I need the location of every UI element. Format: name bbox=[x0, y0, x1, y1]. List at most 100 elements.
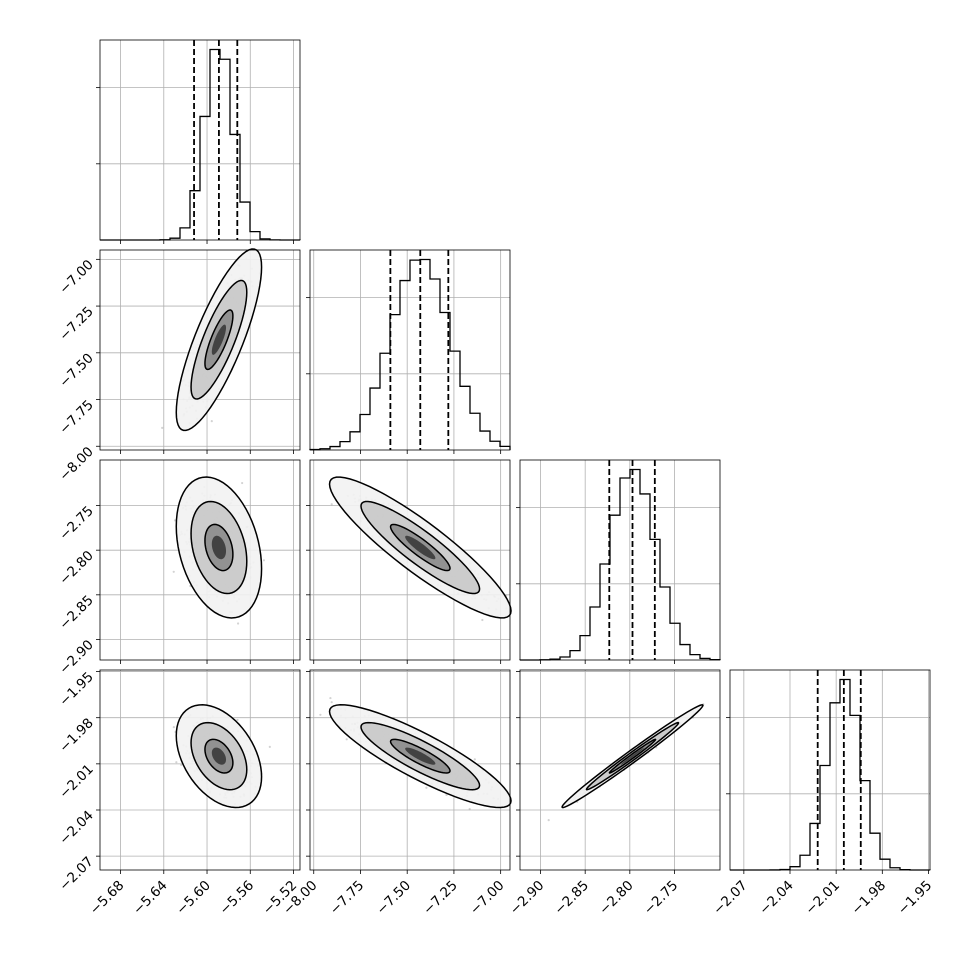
y-tick-label: −7.50 bbox=[56, 350, 97, 391]
panel-frame bbox=[99, 39, 301, 241]
scatter-point bbox=[473, 758, 476, 761]
panel-3-0 bbox=[96, 669, 301, 874]
y-tick-label: −2.90 bbox=[56, 637, 97, 678]
scatter-point bbox=[175, 761, 178, 764]
x-tick-label: −5.68 bbox=[87, 878, 128, 919]
panel-2-0 bbox=[96, 459, 301, 664]
panel-frame bbox=[99, 669, 301, 871]
x-tick-label: −7.25 bbox=[420, 878, 461, 919]
scatter-point bbox=[345, 738, 348, 741]
panel-frame bbox=[99, 249, 301, 451]
x-tick-label: −7.75 bbox=[327, 878, 368, 919]
histogram-1 bbox=[309, 258, 511, 451]
scatter-point bbox=[330, 503, 333, 506]
x-tick-label: −2.01 bbox=[802, 878, 843, 919]
scatter-point bbox=[547, 819, 550, 822]
panel-2-2 bbox=[516, 459, 721, 664]
y-tick-label: −7.00 bbox=[56, 257, 97, 298]
contour-line bbox=[204, 309, 234, 371]
panel-frame bbox=[309, 669, 511, 871]
contour-line bbox=[175, 476, 263, 619]
panel-grid bbox=[100, 670, 300, 870]
x-tick-label: −5.64 bbox=[130, 878, 171, 919]
density-fill bbox=[211, 747, 227, 765]
contour-line bbox=[328, 476, 512, 619]
panel-frame bbox=[519, 669, 721, 871]
contour-line bbox=[360, 500, 481, 595]
x-tick-label: −2.04 bbox=[756, 878, 797, 919]
scatter-point bbox=[241, 481, 244, 485]
panel-frame bbox=[309, 459, 511, 661]
density-fill bbox=[405, 535, 436, 560]
panel-1-1 bbox=[306, 249, 511, 454]
panel-frame bbox=[309, 249, 511, 451]
density-fill bbox=[620, 747, 645, 765]
panel-3-1 bbox=[306, 669, 512, 874]
x-tick-label: −7.50 bbox=[373, 878, 414, 919]
scatter-point bbox=[173, 519, 177, 522]
y-tick-label: −2.75 bbox=[56, 503, 97, 544]
x-tick-label: −1.98 bbox=[849, 878, 890, 919]
panel-frame bbox=[99, 459, 301, 661]
panel-grid bbox=[310, 250, 510, 450]
x-tick-label: −5.60 bbox=[173, 878, 214, 919]
scatter-point bbox=[262, 559, 266, 562]
x-tick-label: −7.00 bbox=[467, 878, 508, 919]
scatter-point bbox=[180, 763, 183, 767]
contour-line bbox=[328, 704, 512, 809]
contour-line bbox=[175, 704, 263, 809]
x-tick-label: −1.95 bbox=[895, 878, 936, 919]
histogram-0 bbox=[100, 48, 300, 241]
panel-grid bbox=[520, 460, 720, 660]
y-tick-label: −7.25 bbox=[56, 304, 97, 345]
scatter-point bbox=[161, 426, 164, 429]
contour-line bbox=[360, 721, 481, 791]
panel-0-0 bbox=[96, 39, 301, 244]
scatter-point bbox=[236, 622, 240, 625]
scatter-point bbox=[329, 696, 332, 700]
contour-line bbox=[175, 248, 263, 432]
x-tick-label: −2.75 bbox=[641, 878, 682, 919]
panel-frame bbox=[519, 459, 721, 661]
scatter-point bbox=[481, 618, 484, 622]
panel-2-1 bbox=[306, 459, 512, 664]
scatter-point bbox=[425, 786, 428, 789]
panel-3-3 bbox=[726, 669, 931, 874]
y-tick-label: −1.98 bbox=[56, 715, 97, 756]
contour-line bbox=[585, 721, 680, 791]
x-tick-label: −2.07 bbox=[710, 878, 751, 919]
y-tick-label: −1.95 bbox=[56, 669, 97, 710]
panel-grid bbox=[100, 250, 300, 450]
contour-line bbox=[190, 279, 248, 400]
scatter-point bbox=[468, 807, 471, 811]
panel-3-2 bbox=[516, 669, 721, 874]
scatter-point bbox=[330, 701, 333, 704]
y-tick-label: −2.07 bbox=[56, 854, 97, 895]
scatter-point bbox=[445, 793, 448, 797]
panel-frame bbox=[729, 669, 931, 871]
contour-line bbox=[204, 738, 234, 774]
y-tick-label: −2.01 bbox=[56, 761, 97, 802]
x-tick-label: −2.85 bbox=[551, 878, 592, 919]
scatter-point bbox=[236, 718, 239, 722]
panel-grid bbox=[730, 670, 930, 870]
scatter-point bbox=[172, 570, 175, 573]
y-tick-label: −7.75 bbox=[56, 397, 97, 438]
y-tick-label: −2.85 bbox=[56, 592, 97, 633]
density-fill bbox=[211, 324, 227, 355]
contour-line bbox=[389, 523, 451, 572]
panel-1-0 bbox=[96, 248, 301, 454]
scatter-point bbox=[319, 713, 322, 716]
scatter-point bbox=[268, 745, 271, 748]
x-tick-label: −2.90 bbox=[507, 878, 548, 919]
density-fill bbox=[211, 535, 227, 560]
contour-line bbox=[389, 738, 451, 774]
contour-line bbox=[204, 523, 234, 572]
contour-line bbox=[608, 738, 657, 774]
contour-line bbox=[190, 500, 248, 595]
density-fill bbox=[405, 747, 436, 765]
x-tick-label: −2.80 bbox=[596, 878, 637, 919]
scatter-point bbox=[172, 726, 175, 729]
y-tick-label: −2.80 bbox=[56, 548, 97, 589]
